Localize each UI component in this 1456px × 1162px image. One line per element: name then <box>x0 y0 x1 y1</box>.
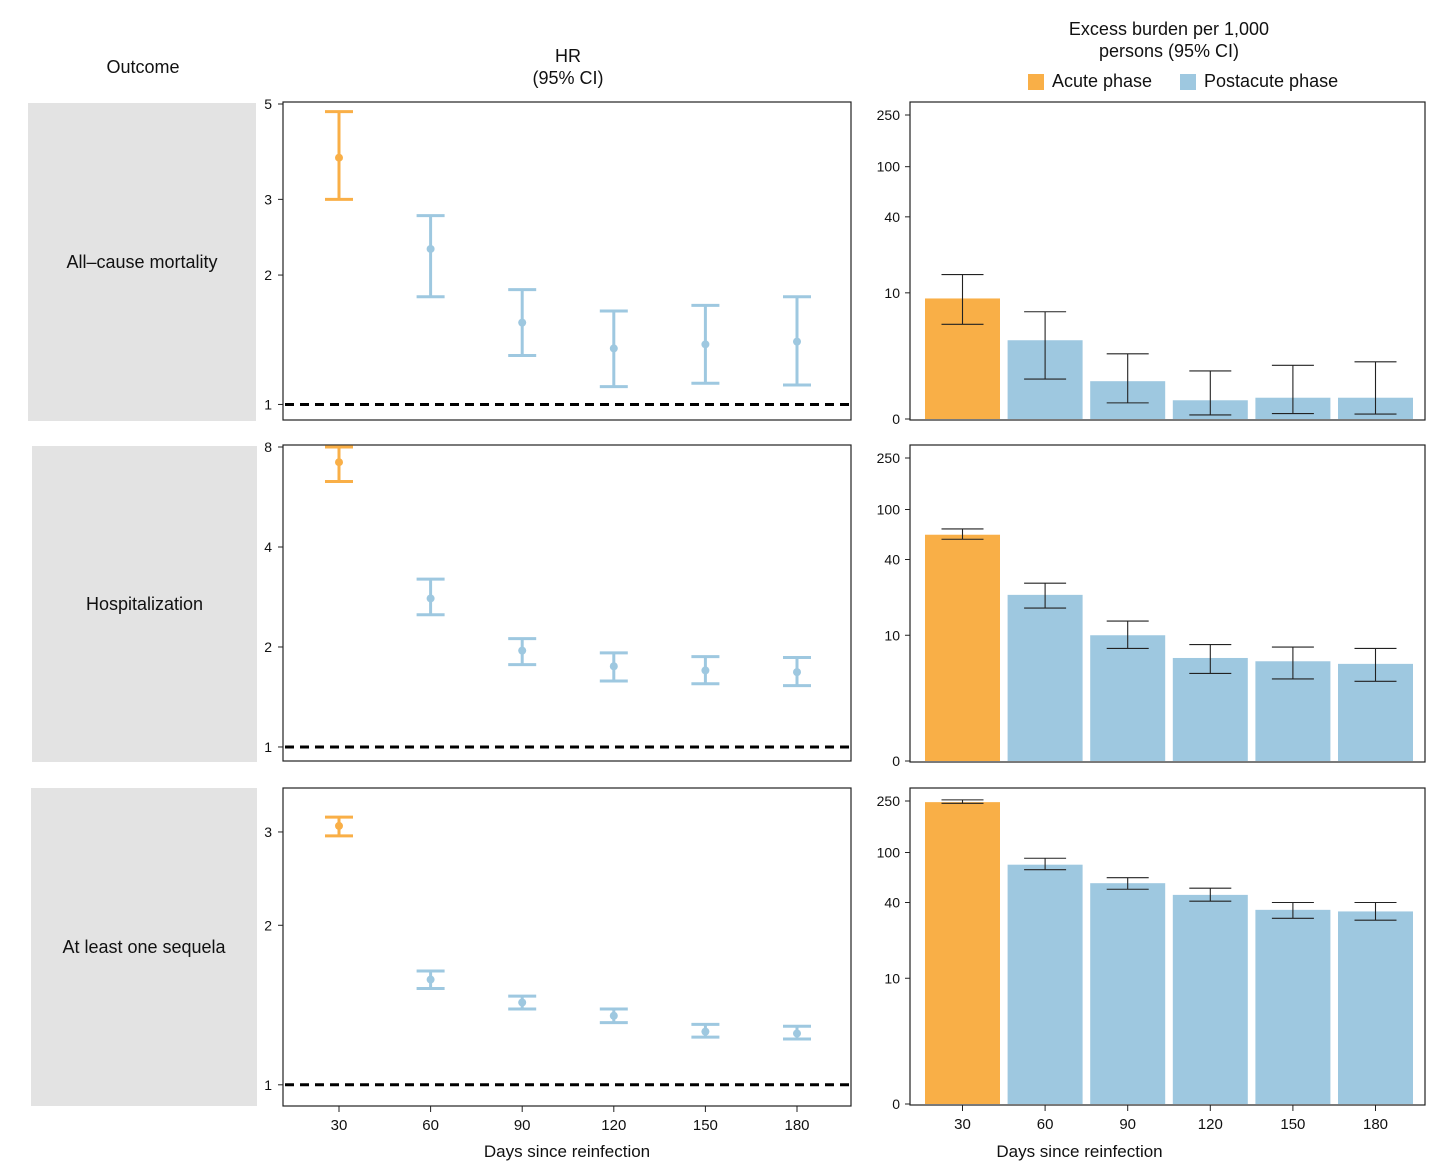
hr-point <box>609 662 618 671</box>
hr-point <box>609 1011 618 1020</box>
outcome-box-sequela: At least one sequela <box>31 788 257 1106</box>
legend-postacute-label: Postacute phase <box>1204 71 1339 91</box>
y-tick-label: 2 <box>264 267 272 283</box>
outcome-box-mortality: All–cause mortality <box>28 103 256 421</box>
hr-point <box>793 337 801 346</box>
x-tick-label: 120 <box>601 1117 626 1134</box>
y-tick-label: 8 <box>264 439 272 455</box>
hr-point <box>518 646 527 655</box>
y-tick-label: 5 <box>264 96 272 112</box>
x-tick-label: 120 <box>1198 1116 1223 1133</box>
burden-bar <box>1255 909 1331 1104</box>
y-tick-label: 3 <box>264 824 272 840</box>
burden-bar <box>1007 864 1083 1104</box>
y-tick-label: 0 <box>892 753 900 769</box>
y-tick-label: 0 <box>892 1096 900 1112</box>
legend-acute-label: Acute phase <box>1052 71 1153 91</box>
x-tick-label: 180 <box>784 1117 809 1134</box>
hr-point <box>518 318 527 327</box>
burden-bar <box>925 534 1000 761</box>
hr-plot-frame <box>282 101 852 421</box>
y-tick-label: 100 <box>877 845 901 861</box>
hr-point <box>793 1029 801 1038</box>
hr-point <box>335 821 343 830</box>
hr-point <box>335 153 343 162</box>
x-tick-label: 60 <box>1037 1116 1054 1133</box>
outcome-label: At least one sequela <box>62 936 226 957</box>
burden-header-line2: persons (95% CI) <box>1098 41 1240 61</box>
outcome-header: Outcome <box>106 57 180 77</box>
hr-point <box>518 998 527 1007</box>
legend-acute: Acute phase <box>1028 71 1152 92</box>
outcome-box-hospitalization: Hospitalization <box>32 446 257 762</box>
hr-header-line2: (95% CI) <box>532 68 604 88</box>
hr-point <box>701 666 710 675</box>
y-tick-label: 1 <box>264 396 272 412</box>
y-tick-label: 3 <box>264 191 272 207</box>
x-tick-label: 30 <box>331 1117 348 1134</box>
burden-plot-frame <box>909 101 1426 421</box>
x-axis-label: Days since reinfection <box>996 1142 1162 1161</box>
burden-bar <box>1090 883 1166 1104</box>
burden-header: Excess burden per 1,000 persons (95% CI) <box>1000 18 1338 62</box>
burden-bar <box>1007 594 1083 761</box>
x-tick-label: 60 <box>422 1117 439 1134</box>
y-tick-label: 0 <box>892 411 900 427</box>
y-tick-label: 250 <box>877 793 901 809</box>
burden-header-line1: Excess burden per 1,000 <box>1068 19 1270 39</box>
hr-plot-frame <box>282 787 852 1107</box>
acute-swatch <box>1028 73 1044 90</box>
hr-header-line1: HR <box>555 46 581 66</box>
y-tick-label: 250 <box>877 450 901 466</box>
burden-bar <box>1338 911 1413 1104</box>
x-axis-label: Days since reinfection <box>484 1142 650 1161</box>
hr-header: HR (95% CI) <box>468 45 668 89</box>
y-tick-label: 1 <box>264 1077 272 1093</box>
hr-point <box>426 594 435 603</box>
outcome-label: Hospitalization <box>85 593 204 614</box>
y-tick-label: 40 <box>884 895 900 911</box>
y-tick-label: 100 <box>877 159 901 175</box>
x-tick-label: 90 <box>1119 1116 1136 1133</box>
y-tick-label: 2 <box>264 639 272 655</box>
hr-plot-frame <box>282 444 852 762</box>
burden-bar <box>925 802 1000 1104</box>
x-tick-label: 30 <box>954 1116 971 1133</box>
x-tick-label: 150 <box>1280 1116 1305 1133</box>
y-tick-label: 10 <box>884 285 900 301</box>
y-tick-label: 4 <box>264 539 272 555</box>
outcome-label: All–cause mortality <box>66 251 218 272</box>
y-tick-label: 10 <box>884 627 900 643</box>
y-tick-label: 10 <box>884 970 900 986</box>
hr-point <box>426 975 435 984</box>
y-tick-label: 1 <box>264 739 272 755</box>
legend-postacute: Postacute phase <box>1180 71 1338 92</box>
x-tick-label: 90 <box>514 1117 531 1134</box>
hr-point <box>701 340 710 349</box>
burden-plot-frame <box>909 444 1426 763</box>
y-tick-label: 40 <box>884 552 900 568</box>
burden-plot-frame <box>909 787 1426 1106</box>
burden-bar <box>1172 657 1248 761</box>
postacute-swatch <box>1180 73 1196 90</box>
hr-point <box>335 458 343 467</box>
y-tick-label: 100 <box>877 502 901 518</box>
burden-bar <box>1090 635 1166 761</box>
y-tick-label: 40 <box>884 209 900 225</box>
y-tick-label: 250 <box>877 107 901 123</box>
y-tick-label: 2 <box>264 917 272 933</box>
x-tick-label: 180 <box>1363 1116 1388 1133</box>
burden-bar <box>1172 894 1248 1104</box>
hr-point <box>609 344 618 353</box>
hr-point <box>701 1027 710 1036</box>
hr-point <box>793 668 801 677</box>
x-tick-label: 150 <box>693 1117 718 1134</box>
hr-point <box>426 244 435 253</box>
